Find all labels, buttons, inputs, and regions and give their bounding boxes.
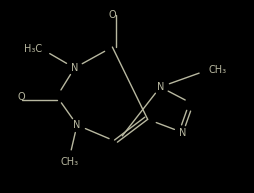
Text: O: O [108, 10, 116, 20]
Text: H₃C: H₃C [24, 44, 42, 54]
Text: CH₃: CH₃ [60, 157, 78, 167]
Text: N: N [71, 63, 78, 73]
Text: N: N [73, 120, 81, 130]
Text: N: N [156, 82, 163, 92]
Text: N: N [179, 128, 186, 138]
Text: O: O [18, 91, 25, 102]
Text: CH₃: CH₃ [208, 65, 226, 75]
